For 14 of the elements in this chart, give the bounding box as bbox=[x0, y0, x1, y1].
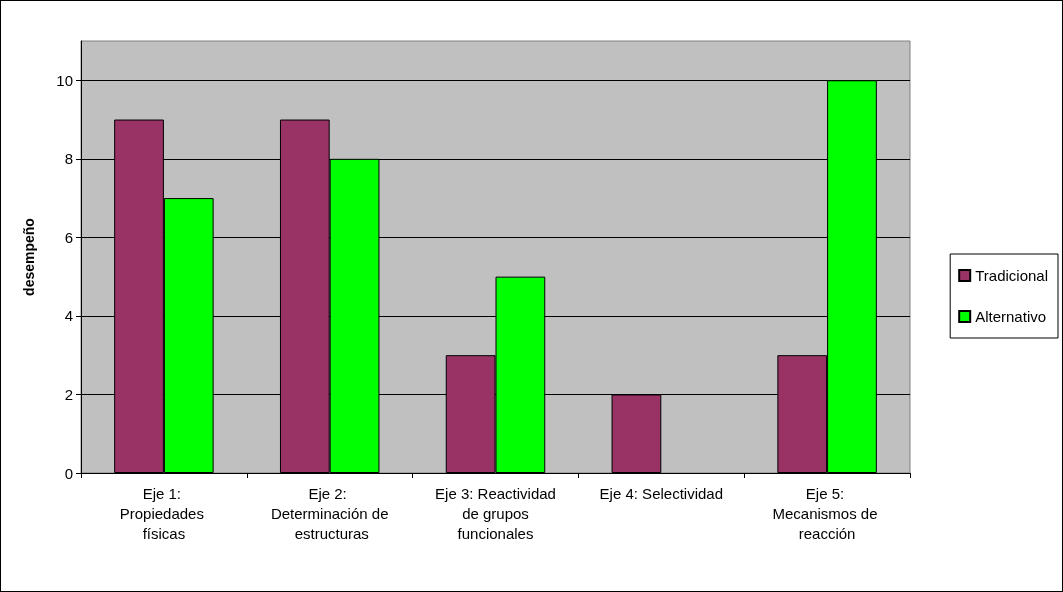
y-tick-label: 0 bbox=[64, 464, 73, 482]
legend-label: Tradicional bbox=[975, 267, 1048, 284]
legend-label: Alternativo bbox=[975, 308, 1047, 325]
x-tick-label: Eje 5: Mecanismos de reacción bbox=[772, 484, 882, 542]
x-tick-label: Eje 1: Propiedades físicas bbox=[119, 484, 209, 542]
x-tick-label: Eje 2: Determinación de estructuras bbox=[270, 484, 389, 542]
y-tick-label: 4 bbox=[64, 307, 73, 325]
x-tick-label: Eje 3: Reactividad de grupos funcionales bbox=[435, 484, 556, 542]
y-tick-label: 6 bbox=[64, 228, 73, 246]
y-tick-label: 10 bbox=[56, 71, 73, 89]
y-tick-label: 8 bbox=[64, 150, 73, 168]
y-tick-label: 2 bbox=[64, 385, 73, 403]
y-axis-title: desempeño bbox=[21, 218, 37, 296]
x-tick-label: Eje 4: Selectividad bbox=[599, 484, 723, 502]
